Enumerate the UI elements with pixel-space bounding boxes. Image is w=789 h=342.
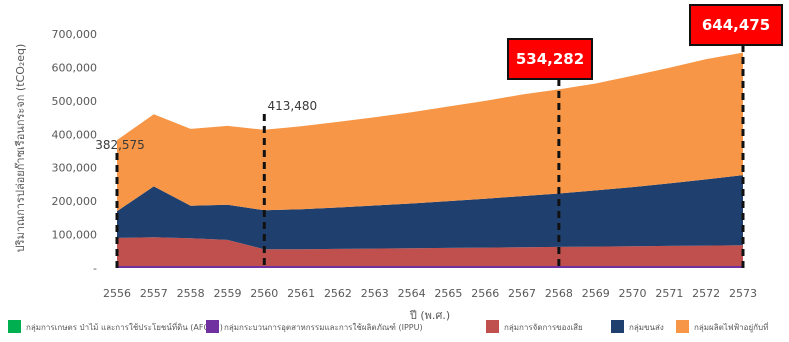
area-series-3 xyxy=(117,175,743,250)
annotation-label: 644,475 xyxy=(702,16,770,34)
annotation-label: 413,480 xyxy=(267,99,317,113)
x-tick-label: 2565 xyxy=(434,287,462,300)
legend-label: กลุ่มการจัดการของเสีย xyxy=(504,323,583,332)
x-tick-label: 2567 xyxy=(508,287,536,300)
area-series-group xyxy=(117,52,743,268)
x-tick-label: 2568 xyxy=(545,287,573,300)
y-axis-label: ปริมาณการปล่อยก๊าซเรือนกระจก (tCO₂eq) xyxy=(14,44,27,253)
annotation-label: 382,575 xyxy=(95,138,145,152)
x-tick-label: 2571 xyxy=(655,287,683,300)
y-tick-label: 500,000 xyxy=(52,95,98,108)
x-tick-label: 2559 xyxy=(213,287,241,300)
y-tick-label: 100,000 xyxy=(52,229,98,242)
x-tick-label: 2563 xyxy=(361,287,389,300)
legend-swatch xyxy=(206,320,219,333)
area-series-4 xyxy=(117,52,743,212)
x-tick-label: 2556 xyxy=(103,287,131,300)
legend: กลุ่มการเกษตร ป่าไม้ และการใช้ประโยชน์ที… xyxy=(8,320,768,333)
x-tick-label: 2561 xyxy=(287,287,315,300)
y-tick-label: 200,000 xyxy=(52,195,98,208)
x-axis-label: ปี (พ.ศ.) xyxy=(409,309,450,322)
annotation-label: 534,282 xyxy=(516,50,584,68)
annotations-group: 382,575 413,480 534,282 644,475 xyxy=(95,4,783,268)
legend-label: กลุ่มผลิตไฟฟ้าอยู่กับที่ xyxy=(694,321,768,333)
y-tick-label: 600,000 xyxy=(52,61,98,74)
x-tick-label: 2572 xyxy=(692,287,720,300)
legend-swatch xyxy=(8,320,21,333)
axes-group: - 100,000 200,000 300,000 400,000 500,000 600,… xyxy=(52,28,758,300)
annotation-box xyxy=(507,38,593,80)
y-tick-label: 300,000 xyxy=(52,162,98,175)
legend-swatch xyxy=(611,320,624,333)
legend-label: กลุ่มกระบวนการอุตสาหกรรมและการใช้ผลิตภัณ… xyxy=(224,322,423,332)
annotation-box xyxy=(689,4,783,46)
y-tick-label: 400,000 xyxy=(52,128,98,141)
x-tick-label: 2570 xyxy=(619,287,647,300)
area-series-1 xyxy=(117,266,743,268)
x-tick-label: 2573 xyxy=(729,287,757,300)
y-tick-label: - xyxy=(93,262,97,275)
x-tick-label: 2562 xyxy=(324,287,352,300)
x-tick-label: 2569 xyxy=(582,287,610,300)
x-tick-label: 2566 xyxy=(471,287,499,300)
area-series-2 xyxy=(117,237,743,266)
legend-swatch xyxy=(676,320,689,333)
legend-swatch xyxy=(486,320,499,333)
legend-label: กลุ่มขนส่ง xyxy=(629,323,664,332)
x-tick-label: 2557 xyxy=(140,287,168,300)
legend-label: กลุ่มการเกษตร ป่าไม้ และการใช้ประโยชน์ที… xyxy=(26,321,223,332)
x-tick-label: 2564 xyxy=(398,287,426,300)
x-tick-label: 2558 xyxy=(177,287,205,300)
x-tick-label: 2560 xyxy=(250,287,278,300)
y-tick-label: 700,000 xyxy=(52,28,98,41)
